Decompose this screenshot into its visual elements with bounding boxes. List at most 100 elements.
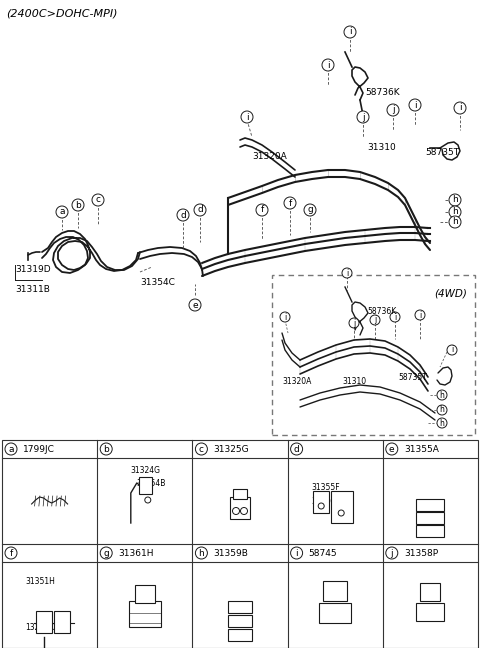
- Text: d: d: [294, 445, 300, 454]
- Text: i: i: [348, 27, 351, 36]
- Text: h: h: [452, 196, 458, 205]
- Bar: [417, 525, 444, 537]
- Circle shape: [189, 299, 201, 311]
- Text: 31361H: 31361H: [118, 548, 154, 557]
- Text: d: d: [197, 205, 203, 214]
- Text: g: g: [103, 548, 109, 557]
- Circle shape: [386, 443, 398, 455]
- Text: i: i: [295, 548, 298, 557]
- Circle shape: [349, 318, 359, 328]
- Circle shape: [409, 99, 421, 111]
- Text: h: h: [440, 391, 444, 400]
- Circle shape: [449, 206, 461, 218]
- Bar: [331, 491, 353, 523]
- Circle shape: [5, 443, 17, 455]
- Text: f: f: [260, 205, 264, 214]
- Text: f: f: [10, 548, 12, 557]
- Circle shape: [232, 507, 240, 515]
- Circle shape: [145, 497, 151, 503]
- Text: d: d: [180, 211, 186, 220]
- Circle shape: [284, 197, 296, 209]
- Bar: [135, 585, 155, 603]
- Circle shape: [5, 547, 17, 559]
- Circle shape: [386, 547, 398, 559]
- Text: 31319D: 31319D: [15, 265, 50, 274]
- Text: 31354C: 31354C: [140, 278, 175, 287]
- Circle shape: [100, 547, 112, 559]
- Circle shape: [322, 59, 334, 71]
- Text: e: e: [192, 301, 198, 310]
- Text: i: i: [459, 104, 461, 113]
- Text: 31325G: 31325G: [214, 445, 249, 454]
- Bar: [129, 601, 161, 627]
- Text: a: a: [8, 445, 14, 454]
- Text: i: i: [284, 312, 286, 321]
- Text: i: i: [451, 345, 453, 354]
- Circle shape: [177, 209, 189, 221]
- Circle shape: [415, 310, 425, 320]
- Bar: [230, 497, 250, 519]
- Text: c: c: [96, 196, 100, 205]
- Text: 1799JC: 1799JC: [23, 445, 55, 454]
- Circle shape: [92, 194, 104, 206]
- Bar: [420, 583, 441, 601]
- Text: i: i: [419, 310, 421, 319]
- Circle shape: [241, 111, 253, 123]
- Text: j: j: [392, 106, 394, 115]
- Circle shape: [318, 503, 324, 509]
- Text: j: j: [374, 316, 376, 325]
- Text: j: j: [353, 319, 355, 327]
- Text: 31359B: 31359B: [214, 548, 248, 557]
- Text: g: g: [307, 205, 313, 214]
- Bar: [54, 611, 70, 633]
- Text: c: c: [199, 445, 204, 454]
- Bar: [228, 601, 252, 613]
- Text: 58735T: 58735T: [398, 373, 427, 382]
- Circle shape: [72, 199, 84, 211]
- Circle shape: [304, 204, 316, 216]
- Circle shape: [447, 345, 457, 355]
- Bar: [36, 611, 52, 633]
- Circle shape: [344, 26, 356, 38]
- Text: 1327AC: 1327AC: [25, 623, 55, 632]
- Text: 31354B: 31354B: [137, 479, 166, 488]
- Text: j: j: [391, 548, 393, 557]
- Text: j: j: [362, 113, 364, 122]
- Bar: [272, 275, 475, 435]
- Text: b: b: [75, 200, 81, 209]
- Circle shape: [390, 312, 400, 322]
- Circle shape: [370, 315, 380, 325]
- Circle shape: [338, 510, 344, 516]
- Text: f: f: [288, 198, 292, 207]
- Bar: [417, 499, 444, 511]
- Text: i: i: [346, 268, 348, 277]
- Text: (2400C>DOHC-MPI): (2400C>DOHC-MPI): [6, 8, 118, 18]
- Text: i: i: [394, 312, 396, 321]
- Bar: [319, 603, 351, 623]
- Text: 58745: 58745: [309, 548, 337, 557]
- Bar: [2, 440, 478, 648]
- Text: 58735T: 58735T: [425, 148, 459, 157]
- Text: 31320A: 31320A: [252, 152, 287, 161]
- Circle shape: [256, 204, 268, 216]
- Text: a: a: [59, 207, 65, 216]
- Bar: [228, 615, 252, 627]
- Circle shape: [100, 443, 112, 455]
- Bar: [323, 581, 347, 601]
- Circle shape: [437, 390, 447, 400]
- Circle shape: [437, 418, 447, 428]
- Text: h: h: [440, 406, 444, 415]
- Text: 31311B: 31311B: [15, 285, 50, 294]
- FancyBboxPatch shape: [139, 476, 152, 494]
- Circle shape: [357, 111, 369, 123]
- Circle shape: [194, 204, 206, 216]
- Circle shape: [342, 268, 352, 278]
- Text: i: i: [246, 113, 248, 122]
- Text: 31358P: 31358P: [404, 548, 438, 557]
- Circle shape: [454, 102, 466, 114]
- Circle shape: [290, 547, 302, 559]
- Circle shape: [56, 206, 68, 218]
- Bar: [228, 629, 252, 641]
- Circle shape: [290, 443, 302, 455]
- Bar: [233, 489, 247, 499]
